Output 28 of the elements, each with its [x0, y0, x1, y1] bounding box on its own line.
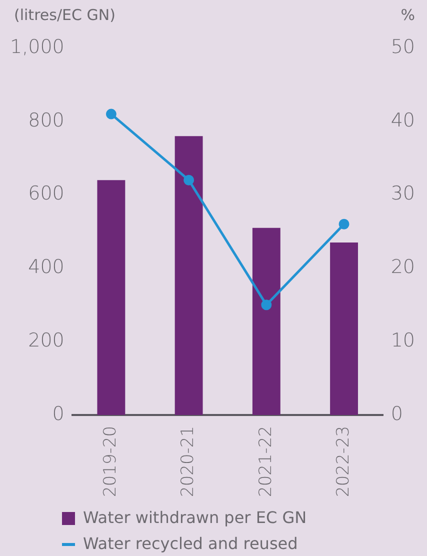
y-tick-label: 200 — [28, 330, 64, 352]
y2-axis-title: % — [400, 6, 415, 24]
y-tick-label: 400 — [28, 256, 64, 278]
point — [106, 108, 116, 120]
y2-tick-label: 0 — [390, 402, 403, 425]
y2-tick-label: 30 — [390, 182, 416, 205]
x-tick-label: 2022-23 — [333, 426, 354, 497]
y-tick-label: 1,000 — [10, 36, 64, 58]
y-tick-label: 0 — [52, 402, 64, 425]
point — [338, 218, 350, 230]
x-tick-label: 2021-22 — [256, 426, 276, 497]
point — [184, 174, 194, 186]
y-axis-title: (litres/EC GN) — [14, 6, 116, 24]
y2-tick-label: 20 — [390, 256, 416, 278]
x-tick-label: 2019-20 — [100, 426, 121, 497]
point — [261, 300, 272, 310]
bar — [174, 136, 203, 415]
legend-label: Water recycled and reused — [83, 533, 298, 555]
y-tick-label: 600 — [28, 182, 64, 205]
x-tick-label: 2020-21 — [178, 426, 198, 497]
y2-tick-label: 50 — [390, 36, 416, 58]
y-tick-label: 800 — [28, 109, 64, 132]
legend-label: Water withdrawn per EC GN — [83, 507, 307, 529]
bar — [252, 228, 280, 415]
y2-tick-label: 10 — [390, 330, 416, 352]
y2-tick-label: 40 — [390, 109, 416, 132]
bar — [330, 242, 358, 415]
bar — [97, 180, 126, 415]
